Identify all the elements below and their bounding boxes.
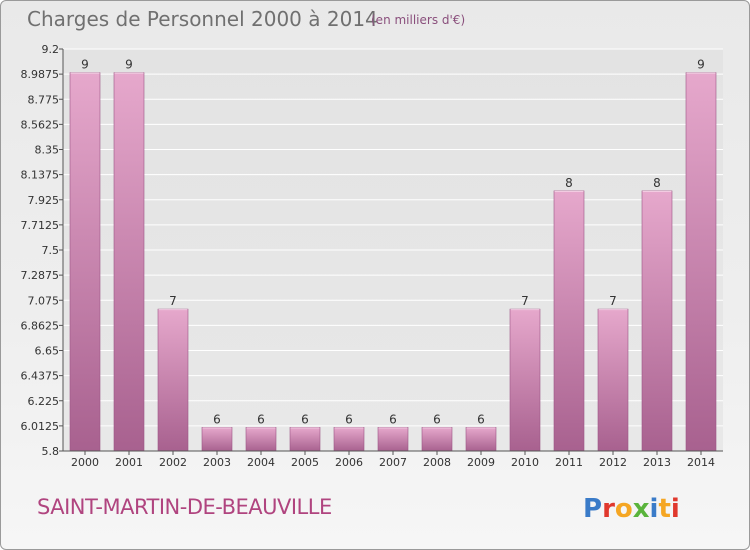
bar	[466, 427, 496, 451]
x-tick-label: 2007	[379, 456, 407, 469]
data-label: 8	[653, 176, 661, 190]
y-tick-label: 5.8	[42, 445, 60, 458]
data-label: 8	[565, 176, 573, 190]
y-tick-label: 6.65	[35, 345, 60, 358]
data-label: 7	[169, 294, 177, 308]
bar	[642, 191, 672, 451]
data-label: 6	[477, 412, 485, 426]
data-label: 6	[213, 412, 221, 426]
bar	[510, 309, 540, 451]
y-tick-label: 7.2875	[21, 269, 60, 282]
y-axis: 5.8 6.0125 6.225 6.4375 6.65 6.8625 7.075 7.287…	[21, 43, 64, 458]
x-tick-label: 2006	[335, 456, 363, 469]
y-tick-label: 6.225	[28, 395, 60, 408]
x-tick-label: 2008	[423, 456, 451, 469]
y-tick-label: 6.4375	[21, 370, 60, 383]
city-name: SAINT-MARTIN-DE-BEAUVILLE	[37, 495, 332, 519]
x-tick-label: 2013	[643, 456, 671, 469]
data-label: 9	[125, 58, 133, 72]
data-label: 6	[345, 412, 353, 426]
x-tick-label: 2005	[291, 456, 319, 469]
x-tick-label: 2001	[115, 456, 143, 469]
y-tick-label: 7.075	[28, 294, 60, 307]
data-label: 7	[609, 294, 617, 308]
y-tick-label: 7.925	[28, 194, 60, 207]
bar	[70, 73, 100, 451]
data-label: 7	[521, 294, 529, 308]
y-tick-label: 8.35	[35, 144, 60, 157]
bar	[114, 73, 144, 451]
x-tick-label: 2003	[203, 456, 231, 469]
data-label: 6	[433, 412, 441, 426]
y-tick-label: 8.1375	[21, 169, 60, 182]
x-tick-label: 2010	[511, 456, 539, 469]
data-label: 9	[697, 58, 705, 72]
y-tick-label: 8.5625	[21, 118, 60, 131]
x-tick-label: 2002	[159, 456, 187, 469]
y-tick-label: 7.7125	[21, 219, 60, 232]
bar	[378, 427, 408, 451]
bar	[290, 427, 320, 451]
bar	[202, 427, 232, 451]
x-tick-label: 2000	[71, 456, 99, 469]
x-tick-label: 2012	[599, 456, 627, 469]
bar	[334, 427, 364, 451]
bar	[554, 191, 584, 451]
bar	[686, 73, 716, 451]
y-tick-label: 9.2	[42, 43, 60, 56]
data-label: 6	[257, 412, 265, 426]
x-tick-label: 2004	[247, 456, 275, 469]
bar	[598, 309, 628, 451]
y-tick-label: 8.775	[28, 93, 60, 106]
bar	[422, 427, 452, 451]
data-label: 6	[301, 412, 309, 426]
data-label: 9	[81, 58, 89, 72]
x-tick-label: 2009	[467, 456, 495, 469]
x-tick-label: 2011	[555, 456, 583, 469]
bar	[158, 309, 188, 451]
x-tick-label: 2014	[687, 456, 715, 469]
x-axis: 2000 2001 2002 2003 2004 2005 2006 2007 2008 2009…	[63, 451, 723, 469]
y-tick-label: 6.8625	[21, 319, 60, 332]
svg-text:Proxiti: Proxiti	[583, 494, 680, 524]
y-tick-label: 8.9875	[21, 68, 60, 81]
y-tick-label: 6.0125	[21, 420, 60, 433]
data-label: 6	[389, 412, 397, 426]
bar	[246, 427, 276, 451]
proxiti-logo: Proxiti	[581, 489, 691, 525]
y-tick-label: 7.5	[42, 244, 60, 257]
